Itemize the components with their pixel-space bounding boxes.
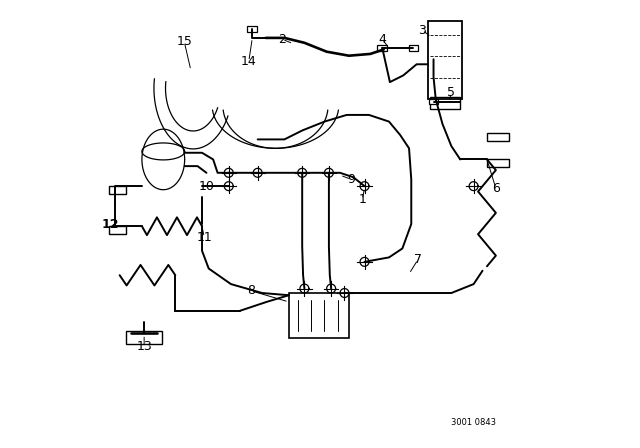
Text: 10: 10 [198,180,214,193]
Bar [248,26,257,32]
Bar [428,22,463,99]
Text: 4: 4 [378,33,387,46]
Bar [109,186,126,194]
Bar [109,226,126,234]
Bar [378,45,387,51]
Text: 8: 8 [247,284,255,297]
Text: 7: 7 [414,253,422,266]
Text: 12: 12 [102,217,120,231]
Text: 5: 5 [447,86,455,99]
Bar [289,293,349,337]
Text: 6: 6 [492,182,500,195]
Bar [430,97,460,109]
Text: 3001 0843: 3001 0843 [451,418,496,426]
Text: 2: 2 [278,33,286,46]
Text: 11: 11 [196,231,212,244]
Text: 9: 9 [348,173,355,186]
Text: 14: 14 [241,55,257,68]
Bar [487,159,509,168]
Bar [126,331,162,344]
Bar [487,133,509,141]
Text: 1: 1 [358,193,366,206]
Bar [429,99,438,104]
Text: 13: 13 [136,340,152,353]
Text: 15: 15 [176,35,192,48]
Text: 3: 3 [419,24,426,37]
Bar [408,45,419,51]
